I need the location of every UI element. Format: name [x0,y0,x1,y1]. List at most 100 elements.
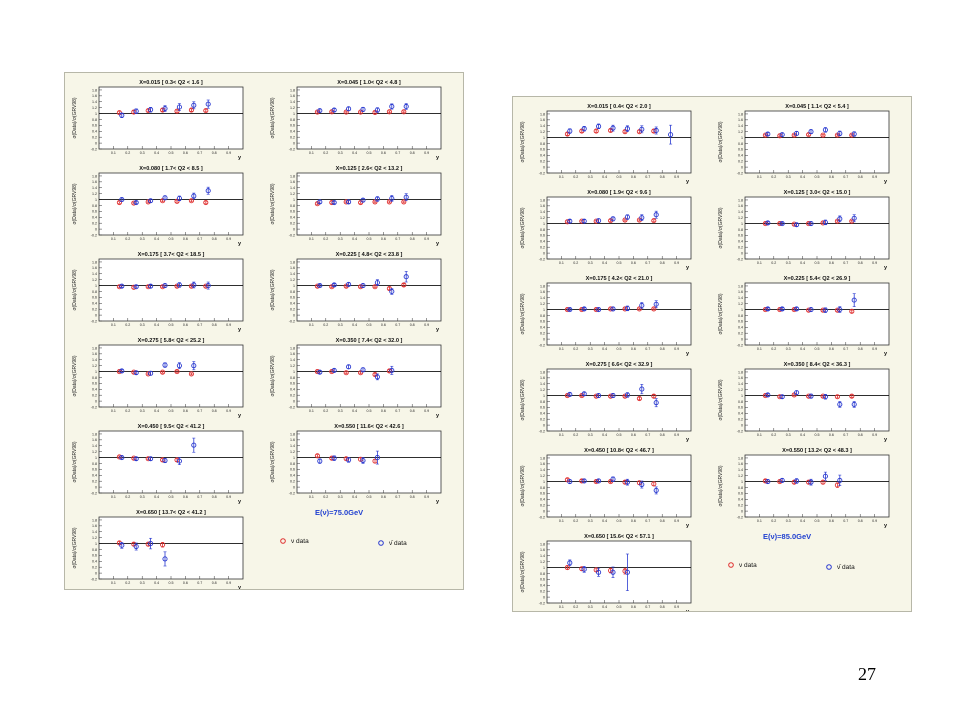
y-tick-label: 0.4 [540,498,545,502]
x-tick-label: 0.3 [588,261,593,265]
y-tick-label: 1.4 [540,296,545,300]
x-tick-label: 0.9 [226,151,231,155]
x-tick-label: 0.2 [125,237,130,241]
x-tick-label: 0.7 [197,409,202,413]
y-tick-label: 0.4 [290,388,295,392]
nubar-data-point [119,542,125,548]
x-tick-label: 0.5 [169,151,174,155]
nubar-data-point [317,199,323,205]
subplot-frame [546,368,692,432]
y-tick-label: 1 [543,136,545,140]
x-tick-label: 0.8 [858,433,863,437]
legend-nu-marker [728,562,734,568]
x-tick-label: 0.7 [395,323,400,327]
x-axis-label: y [686,523,690,529]
x-tick-label: 0.8 [212,237,217,241]
nubar-data-point [639,302,645,308]
x-tick-label: 0.4 [154,581,159,585]
nubar-data-point [779,477,785,483]
x-tick-label: 0.6 [183,495,188,499]
subplot: X=0.045 [ 1.1< Q2 < 5.4 ] σ(Data)/σ(GRV98… [718,104,890,185]
nubar-data-point [331,282,337,288]
y-tick-label: 1.8 [540,198,545,202]
nubar-data-point [610,125,616,131]
nu-data-point [564,565,570,571]
x-tick-label: 0.3 [588,175,593,179]
nubar-data-point [851,401,857,407]
x-tick-label: 0.1 [757,347,762,351]
y-tick-label: 0.2 [290,393,295,397]
y-tick-label: 1.4 [540,124,545,128]
y-tick-label: 1.4 [738,468,743,472]
nubar-data-point [794,390,800,396]
x-tick-label: 0.7 [197,581,202,585]
nubar-data-point [581,391,587,397]
nubar-data-point [148,107,154,113]
nubar-data-point [581,306,587,312]
x-tick-label: 0.1 [757,519,762,523]
y-axis-label: σ(Data)/σ(GRV98) [718,379,724,420]
x-tick-label: 0.4 [154,323,159,327]
nubar-data-point [610,476,616,482]
nubar-data-point [176,282,182,288]
x-tick-label: 0.4 [800,347,805,351]
nu-data-point [820,132,826,138]
nubar-data-point [360,197,366,203]
energy-label: E(ν)=75.0GeV [315,508,363,517]
subplot: X=0.080 [ 1.9< Q2 < 9.6 ] σ(Data)/σ(GRV98… [520,190,692,271]
nu-data-point [820,479,826,485]
x-tick-label: 0.9 [674,175,679,179]
y-tick-label: 0.6 [92,382,97,386]
nu-data-point [188,371,194,377]
y-tick-label: 0.4 [540,154,545,158]
legend-nubar-label: ν̄ data [837,564,855,571]
nubar-data-point [119,455,125,461]
x-tick-label: 0.1 [559,347,564,351]
nu-data-point [343,370,349,376]
subplot: X=0.175 [ 3.7< Q2 < 18.5 ] σ(Data)/σ(GRV9… [72,252,244,333]
y-tick-label: 0.2 [738,245,743,249]
y-tick-label: 1.6 [92,266,97,270]
y-tick-label: 0 [741,509,743,513]
y-tick-label: 0.4 [92,474,97,478]
y-tick-label: 0 [95,141,97,145]
nubar-data-point [133,543,139,550]
y-tick-label: 1.2 [540,560,545,564]
y-axis-label: σ(Data)/σ(GRV98) [72,97,78,138]
subplot: X=0.275 [ 5.8< Q2 < 25.2 ] σ(Data)/σ(GRV9… [72,338,244,419]
nubar-data-point [581,218,587,224]
nubar-data-point [610,306,616,312]
x-tick-label: 0.6 [631,433,636,437]
x-tick-label: 0.3 [588,605,593,609]
y-tick-label: 0 [543,165,545,169]
nubar-data-point [133,284,139,290]
y-tick-label: 1.6 [92,438,97,442]
x-tick-label: 0.1 [559,519,564,523]
x-tick-label: 0.5 [617,261,622,265]
subplot: X=0.225 [ 5.4< Q2 < 26.9 ] σ(Data)/σ(GRV9… [718,276,890,357]
y-tick-label: 0.6 [540,578,545,582]
nubar-data-point [148,541,154,547]
y-tick-label: -0.2 [91,405,97,409]
y-tick-label: 0.8 [92,462,97,466]
x-tick-label: 0.9 [674,605,679,609]
x-tick-label: 0.8 [858,261,863,265]
nubar-data-point [567,391,573,397]
x-tick-label: 0.5 [367,151,372,155]
x-tick-label: 0.9 [424,237,429,241]
y-tick-label: -0.2 [539,343,545,347]
nubar-data-point [176,363,182,369]
nubar-data-point [765,479,771,485]
nubar-data-point [374,374,380,380]
x-tick-label: 0.3 [338,151,343,155]
nu-data-point [386,199,392,205]
x-tick-label: 0.4 [352,495,357,499]
nubar-data-point [331,455,337,461]
y-tick-label: -0.2 [289,319,295,323]
y-tick-label: 0.2 [738,331,743,335]
nubar-data-point [639,386,645,392]
x-axis-label: y [238,585,242,589]
y-tick-label: 1.2 [738,388,743,392]
x-tick-label: 0.6 [829,519,834,523]
nubar-data-point [176,195,182,201]
